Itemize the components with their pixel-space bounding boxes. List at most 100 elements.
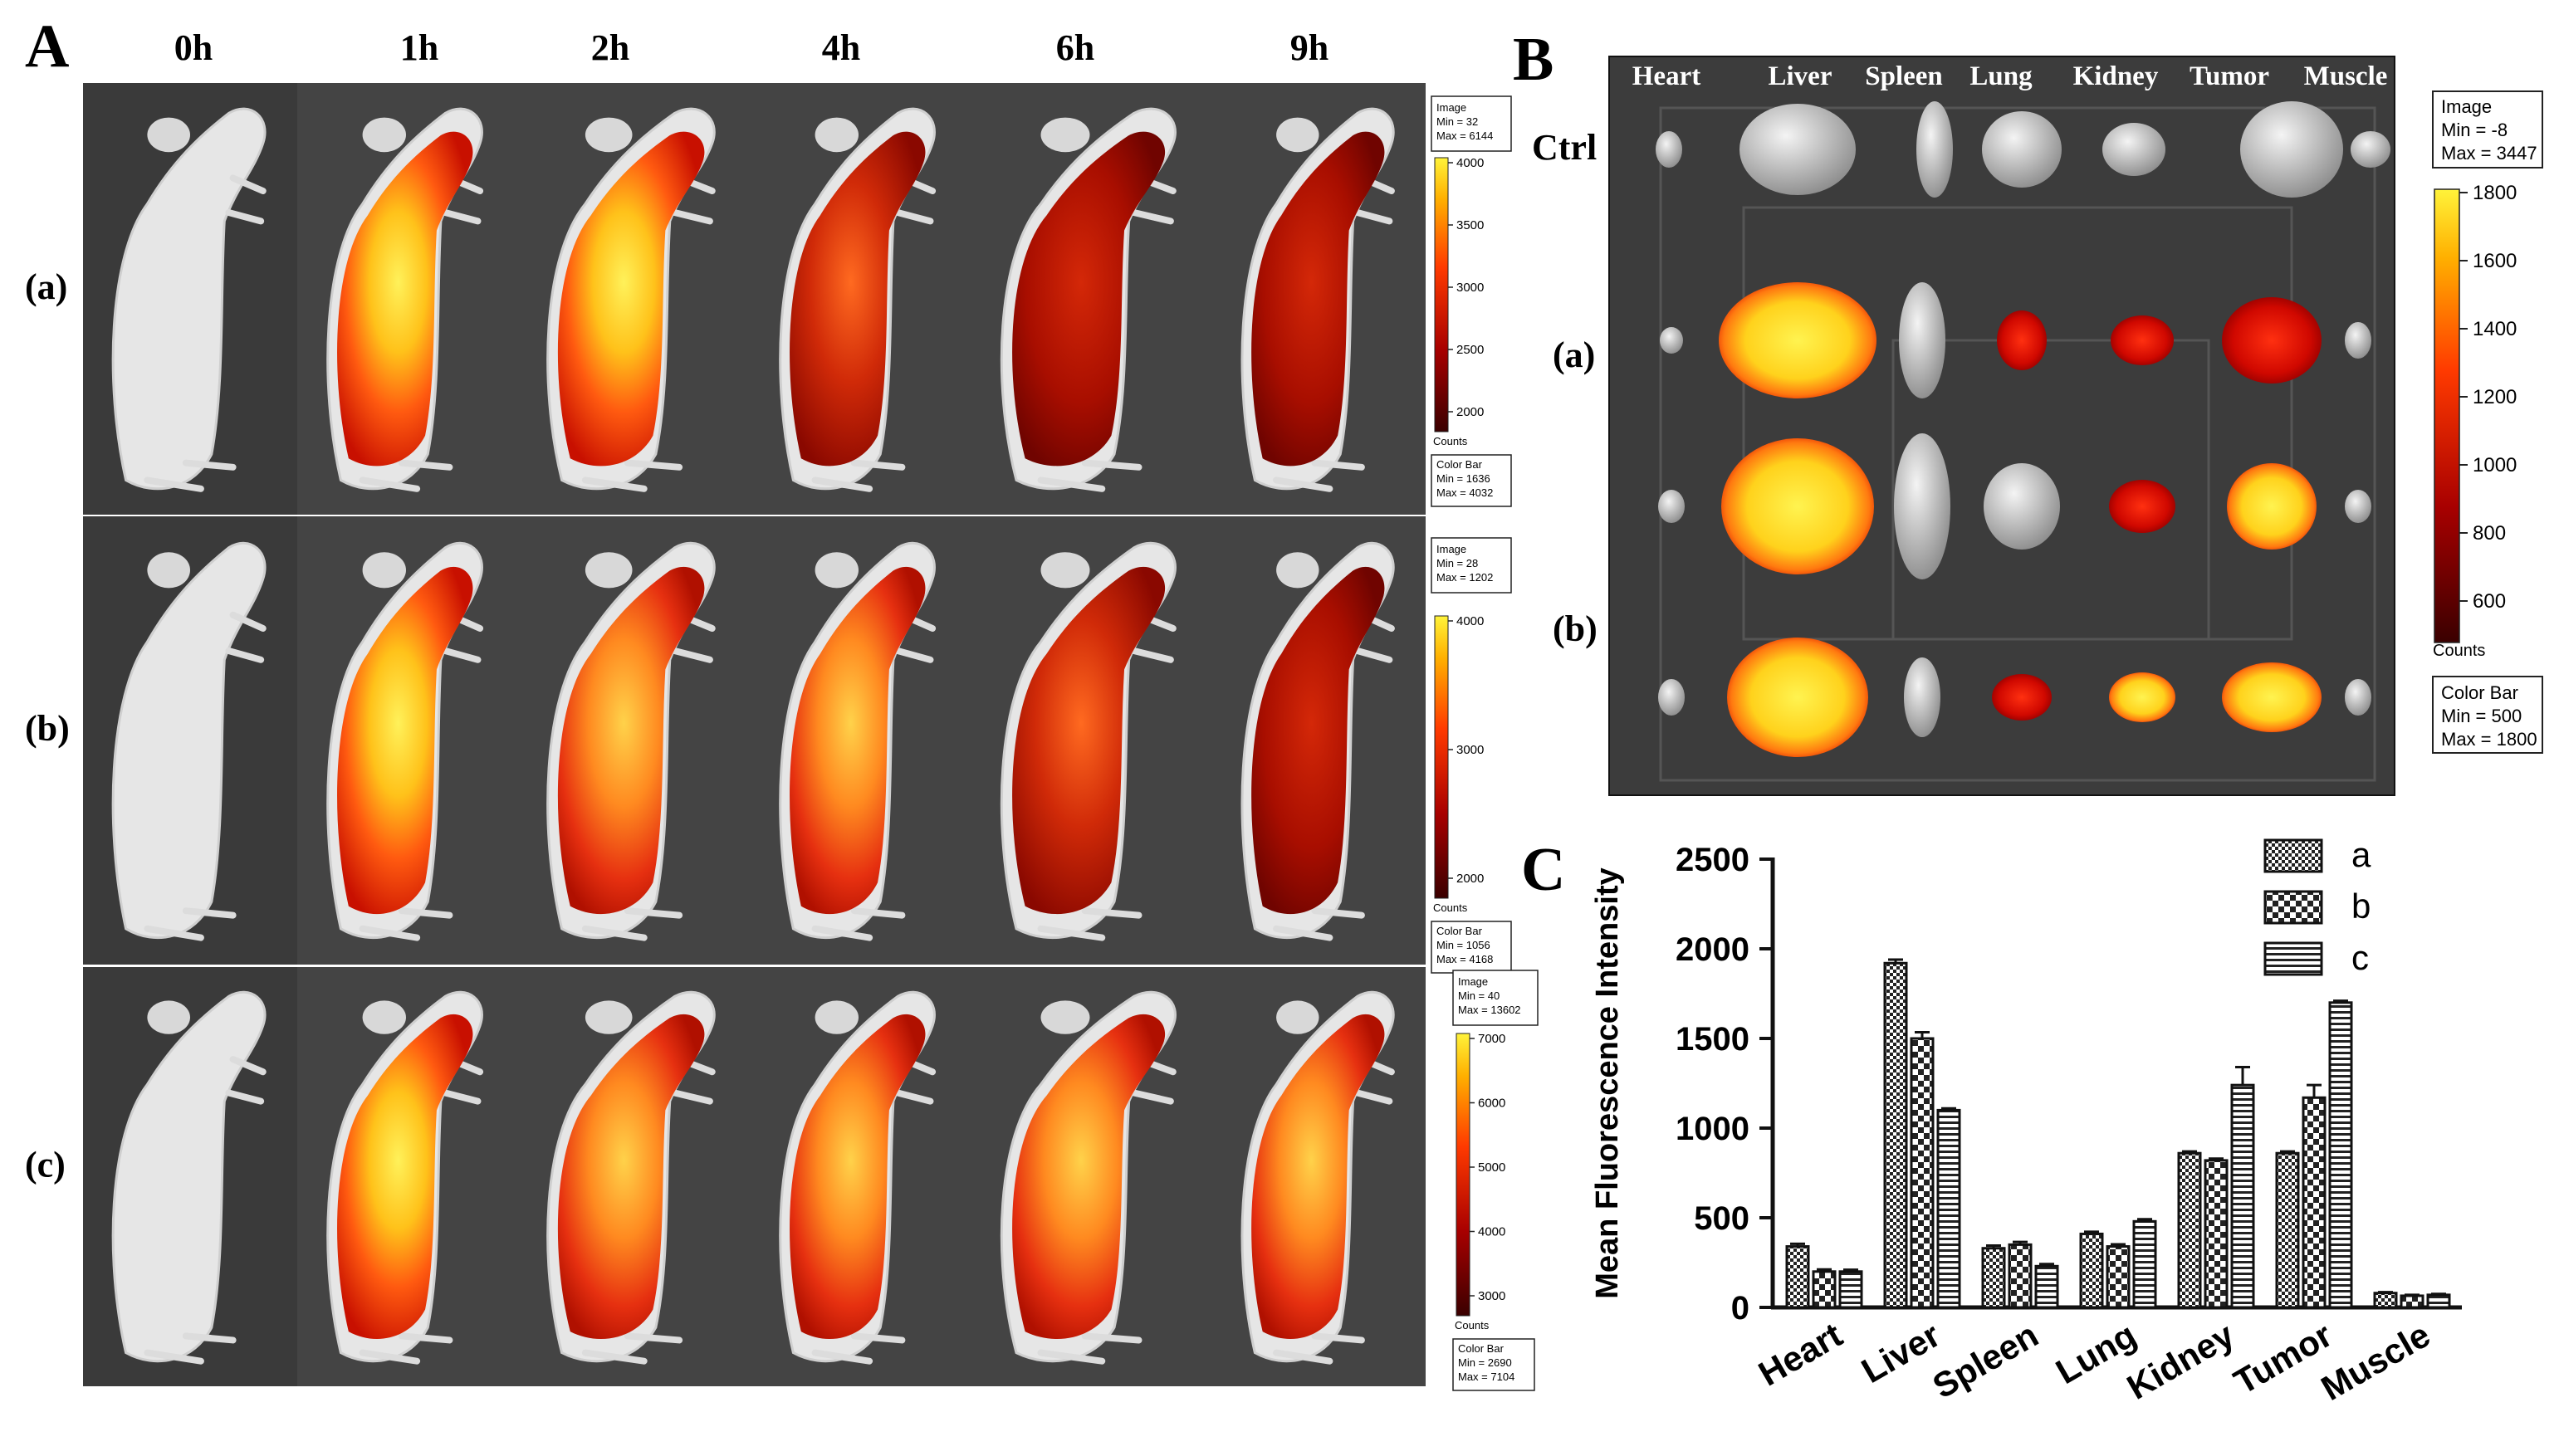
mouse-legs xyxy=(581,174,716,492)
timepoint-label: 1h xyxy=(400,27,438,68)
bar-b-heart xyxy=(1812,1270,1837,1309)
organ-signal xyxy=(1721,438,1874,574)
ctrl-organ xyxy=(1739,104,1856,195)
bar-c-muscle xyxy=(2426,1293,2451,1309)
y-tick-label: 2500 xyxy=(1676,842,1749,878)
legend-swatch xyxy=(2263,941,2323,976)
timepoint-label: 0h xyxy=(174,27,213,68)
mouse-ear xyxy=(1040,1000,1090,1034)
mouse-legs xyxy=(359,1056,484,1365)
bar-a-muscle xyxy=(2373,1292,2398,1309)
organ-label: Kidney xyxy=(2073,61,2159,91)
colorbar-counts: Counts xyxy=(1433,901,1468,914)
bar-a-liver xyxy=(1883,961,1908,1309)
bar-c-tumor xyxy=(2328,1001,2353,1309)
organ-row-labels: Ctrl (a) (b) xyxy=(1532,127,1598,649)
bar-a-lung xyxy=(2079,1232,2104,1309)
timepoint-labels: 0h 1h 2h 4h 6h 9h xyxy=(174,27,1328,68)
colorbar-tick-label: 4000 xyxy=(1478,1225,1505,1239)
panel-a-colorbars: Image Min = 32 Max = 6144 4000 3500 3000 2500 2… xyxy=(1431,95,1539,1391)
row-label: (c) xyxy=(25,1145,66,1185)
ctrl-organ xyxy=(1916,101,1953,198)
bar-b-kidney xyxy=(2204,1159,2229,1309)
colorbar-gradient xyxy=(1456,1033,1470,1317)
x-tick-label: Kidney xyxy=(2121,1315,2241,1407)
organ-signal xyxy=(1658,679,1685,716)
image-range-box xyxy=(2432,90,2543,169)
bar-b-liver xyxy=(1910,1037,1935,1309)
mouse-legs xyxy=(581,1056,716,1365)
y-axis-title: Mean Fluorescence Intensity xyxy=(1590,867,1625,1299)
colorbar-tick-label: 3000 xyxy=(1478,1289,1505,1303)
bar-a-kidney xyxy=(2177,1151,2202,1309)
colorbar-gradient xyxy=(2434,188,2460,643)
colorbar-tick-label: 800 xyxy=(2473,522,2506,545)
y-tick-label: 500 xyxy=(1694,1200,1749,1237)
legend-swatch xyxy=(2263,890,2323,925)
colorbar-counts: Counts xyxy=(2433,642,2485,660)
panel-c-letter: C xyxy=(1521,836,1565,904)
fluorescence-signal xyxy=(1012,566,1166,915)
organ-label: Lung xyxy=(1969,61,2033,91)
organ-label: Heart xyxy=(1632,61,1700,91)
mouse-ear xyxy=(147,552,190,589)
organ-signal xyxy=(1660,327,1683,354)
colorbar-range-box xyxy=(1431,454,1512,507)
bar-c-kidney xyxy=(2230,1083,2255,1309)
mouse-image-grid xyxy=(83,83,1426,1386)
mouse-ear xyxy=(362,552,406,589)
mouse-ear xyxy=(362,117,406,153)
fluorescence-signal xyxy=(557,1014,705,1340)
mouse-legs xyxy=(1037,611,1177,941)
organ-signal xyxy=(2222,297,2322,384)
y-tick-label: 1500 xyxy=(1676,1021,1749,1058)
x-tick-label: Spleen xyxy=(1926,1315,2045,1406)
bar-b-lung xyxy=(2106,1245,2131,1309)
colorbar-tick-label: 1000 xyxy=(2473,454,2517,476)
colorbar-tick-label: 2000 xyxy=(1456,872,1484,886)
fluorescence-signal xyxy=(557,566,705,915)
mouse-body xyxy=(111,541,267,940)
colorbar-tick-label: 1400 xyxy=(2473,318,2517,340)
y-tick-label: 0 xyxy=(1731,1290,1749,1327)
organ-row-label: Ctrl xyxy=(1532,127,1597,168)
timepoint-label: 2h xyxy=(591,27,629,68)
image-range-text: Image Min = 32 Max = 6144 xyxy=(1436,101,1493,142)
tray-outline xyxy=(1659,106,2376,782)
bar-c-lung xyxy=(2132,1219,2157,1309)
organ-signal xyxy=(1727,638,1868,757)
colorbar-counts: Counts xyxy=(1433,435,1468,447)
legend-label: c xyxy=(2351,938,2369,977)
panel-b-letter: B xyxy=(1513,26,1554,94)
mouse-legs xyxy=(1037,174,1177,492)
organ-signal xyxy=(1899,282,1945,398)
bar-a-heart xyxy=(1785,1245,1810,1309)
panel-a-row-labels: (a) (b) (c) xyxy=(25,266,70,1185)
organ-signal xyxy=(1997,310,2047,370)
x-tick-label: Muscle xyxy=(2315,1315,2437,1408)
fluorescence-signal xyxy=(337,131,473,467)
organ-signal xyxy=(1984,463,2060,550)
legend-swatch xyxy=(2263,838,2323,873)
organ-tray xyxy=(1659,106,2376,782)
organ-label: Muscle xyxy=(2304,61,2388,91)
legend-label: a xyxy=(2351,835,2371,874)
organ-signals xyxy=(1656,101,2390,757)
bar-b-tumor xyxy=(2302,1096,2327,1309)
organ-row-label: (a) xyxy=(1553,335,1595,375)
mouse-ear xyxy=(1040,552,1090,589)
image-range-box xyxy=(1431,537,1512,594)
organ-labels: Heart Liver Spleen Lung Kidney Tumor Muscle xyxy=(1632,61,2388,91)
y-tick-label: 1000 xyxy=(1676,1111,1749,1147)
colorbar-range-box xyxy=(2432,676,2543,754)
colorbar-tick-label: 600 xyxy=(2473,590,2506,613)
mouse-ear xyxy=(1040,117,1090,153)
y-tick-label: 2000 xyxy=(1676,931,1749,968)
fluorescence-signal xyxy=(1251,566,1385,915)
organ-signal xyxy=(2345,679,2371,716)
panel-b-colorbar: Image Min = -8 Max = 3447 1800 1600 1400 1200 1… xyxy=(2432,90,2543,754)
fluorescence-signal xyxy=(337,1014,473,1340)
bar-b-muscle xyxy=(2400,1294,2424,1309)
mouse-ear xyxy=(585,1000,633,1034)
organ-signal xyxy=(2227,463,2317,550)
